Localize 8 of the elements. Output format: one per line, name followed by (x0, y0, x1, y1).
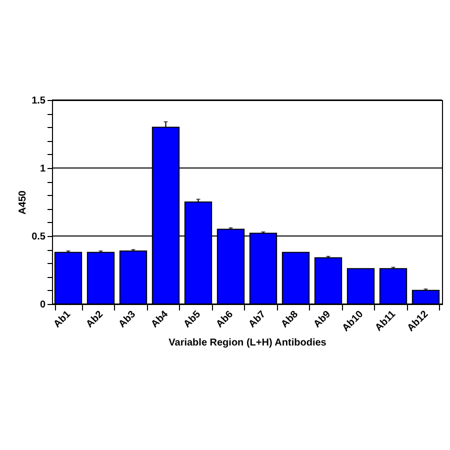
y-tick-label: 0 (40, 300, 46, 310)
y-tick-label: 1.5 (32, 96, 46, 106)
y-tick-label: 1 (40, 164, 46, 174)
x-tick-label: Ab9 (312, 308, 334, 330)
x-tick-label: Ab1 (52, 308, 74, 330)
y-axis-title: A450 (18, 190, 29, 214)
y-tick-label: 0.5 (32, 232, 46, 242)
x-axis-title: Variable Region (L+H) Antibodies (168, 337, 327, 348)
